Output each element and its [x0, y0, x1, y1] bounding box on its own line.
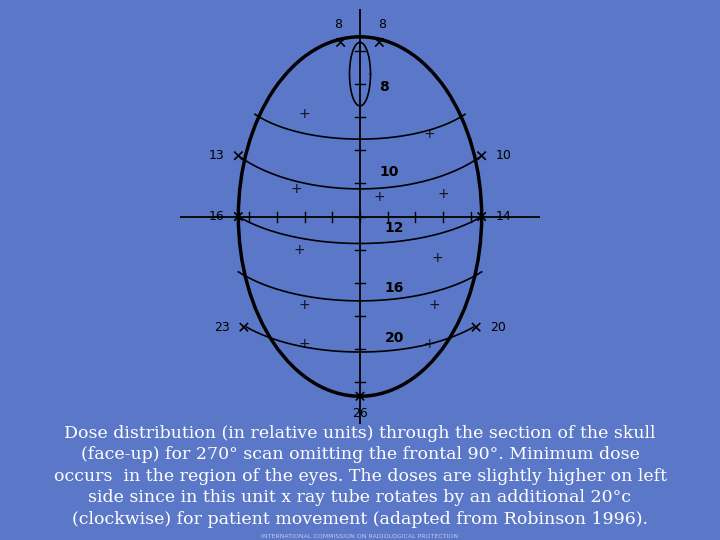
Text: 12: 12 — [385, 221, 405, 234]
Text: 8: 8 — [334, 18, 342, 31]
Text: 16: 16 — [385, 281, 404, 295]
Text: +: + — [299, 337, 310, 350]
Text: +: + — [429, 298, 441, 312]
Text: 10: 10 — [495, 149, 511, 162]
Text: 20: 20 — [490, 321, 506, 334]
Text: 8: 8 — [379, 79, 389, 93]
Text: 26: 26 — [352, 407, 368, 420]
Text: 8: 8 — [378, 18, 386, 31]
Text: +: + — [431, 251, 444, 265]
Text: +: + — [423, 337, 435, 350]
Text: Dose distribution (in relative units) through the section of the skull
(face-up): Dose distribution (in relative units) th… — [53, 425, 667, 528]
Text: +: + — [374, 190, 385, 204]
Text: INTERNATIONAL COMMISSION ON RADIOLOGICAL PROTECTION: INTERNATIONAL COMMISSION ON RADIOLOGICAL… — [261, 534, 459, 539]
Text: 23: 23 — [215, 321, 230, 334]
Text: +: + — [291, 182, 302, 196]
Text: 13: 13 — [209, 149, 225, 162]
Text: +: + — [437, 187, 449, 201]
Text: +: + — [293, 242, 305, 256]
Text: 14: 14 — [495, 210, 511, 223]
Text: 10: 10 — [379, 165, 399, 179]
Text: 20: 20 — [385, 331, 404, 345]
Text: +: + — [299, 107, 310, 122]
Text: +: + — [299, 298, 310, 312]
Text: 16: 16 — [209, 210, 225, 223]
Text: +: + — [423, 126, 435, 140]
